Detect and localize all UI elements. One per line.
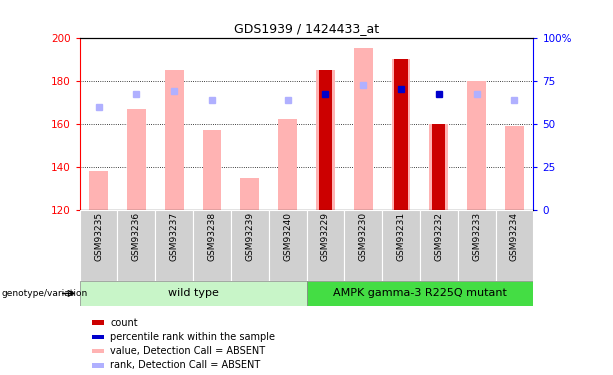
Title: GDS1939 / 1424433_at: GDS1939 / 1424433_at	[234, 22, 379, 35]
Text: GSM93231: GSM93231	[397, 212, 406, 261]
Bar	[306, 210, 345, 281]
Text: GSM93234: GSM93234	[510, 212, 519, 261]
Text: percentile rank within the sample: percentile rank within the sample	[110, 332, 275, 342]
Bar	[89, 171, 108, 210]
Bar	[306, 281, 533, 306]
Bar	[231, 210, 268, 281]
Text: GSM93232: GSM93232	[434, 212, 443, 261]
Bar	[392, 59, 411, 210]
Bar	[127, 109, 146, 210]
Bar	[80, 210, 118, 281]
Bar	[118, 210, 155, 281]
Bar	[345, 210, 382, 281]
Text: value, Detection Call = ABSENT: value, Detection Call = ABSENT	[110, 346, 265, 356]
Bar	[165, 70, 184, 210]
Bar	[394, 59, 408, 210]
Text: GSM93240: GSM93240	[283, 212, 292, 261]
Text: genotype/variation: genotype/variation	[2, 289, 88, 298]
Text: GSM93235: GSM93235	[94, 212, 103, 261]
Bar	[467, 81, 486, 210]
Text: count: count	[110, 318, 138, 327]
Text: rank, Detection Call = ABSENT: rank, Detection Call = ABSENT	[110, 360, 261, 370]
Bar	[495, 210, 533, 281]
Bar	[458, 210, 495, 281]
Text: GSM93230: GSM93230	[359, 212, 368, 261]
Bar	[193, 210, 231, 281]
Bar	[278, 119, 297, 210]
Text: AMPK gamma-3 R225Q mutant: AMPK gamma-3 R225Q mutant	[333, 288, 507, 298]
Text: GSM93229: GSM93229	[321, 212, 330, 261]
Bar	[316, 70, 335, 210]
Bar	[319, 70, 332, 210]
Text: wild type: wild type	[168, 288, 218, 298]
Bar	[268, 210, 306, 281]
Bar	[432, 124, 446, 210]
Bar	[155, 210, 193, 281]
Bar	[80, 281, 306, 306]
Bar	[505, 126, 524, 210]
Text: GSM93237: GSM93237	[170, 212, 179, 261]
Text: GSM93238: GSM93238	[207, 212, 216, 261]
Bar	[240, 178, 259, 210]
Text: GSM93233: GSM93233	[472, 212, 481, 261]
Text: GSM93239: GSM93239	[245, 212, 254, 261]
Text: GSM93236: GSM93236	[132, 212, 141, 261]
Bar	[420, 210, 458, 281]
Bar	[429, 124, 448, 210]
Bar	[382, 210, 420, 281]
Bar	[354, 48, 373, 210]
Bar	[202, 130, 221, 210]
